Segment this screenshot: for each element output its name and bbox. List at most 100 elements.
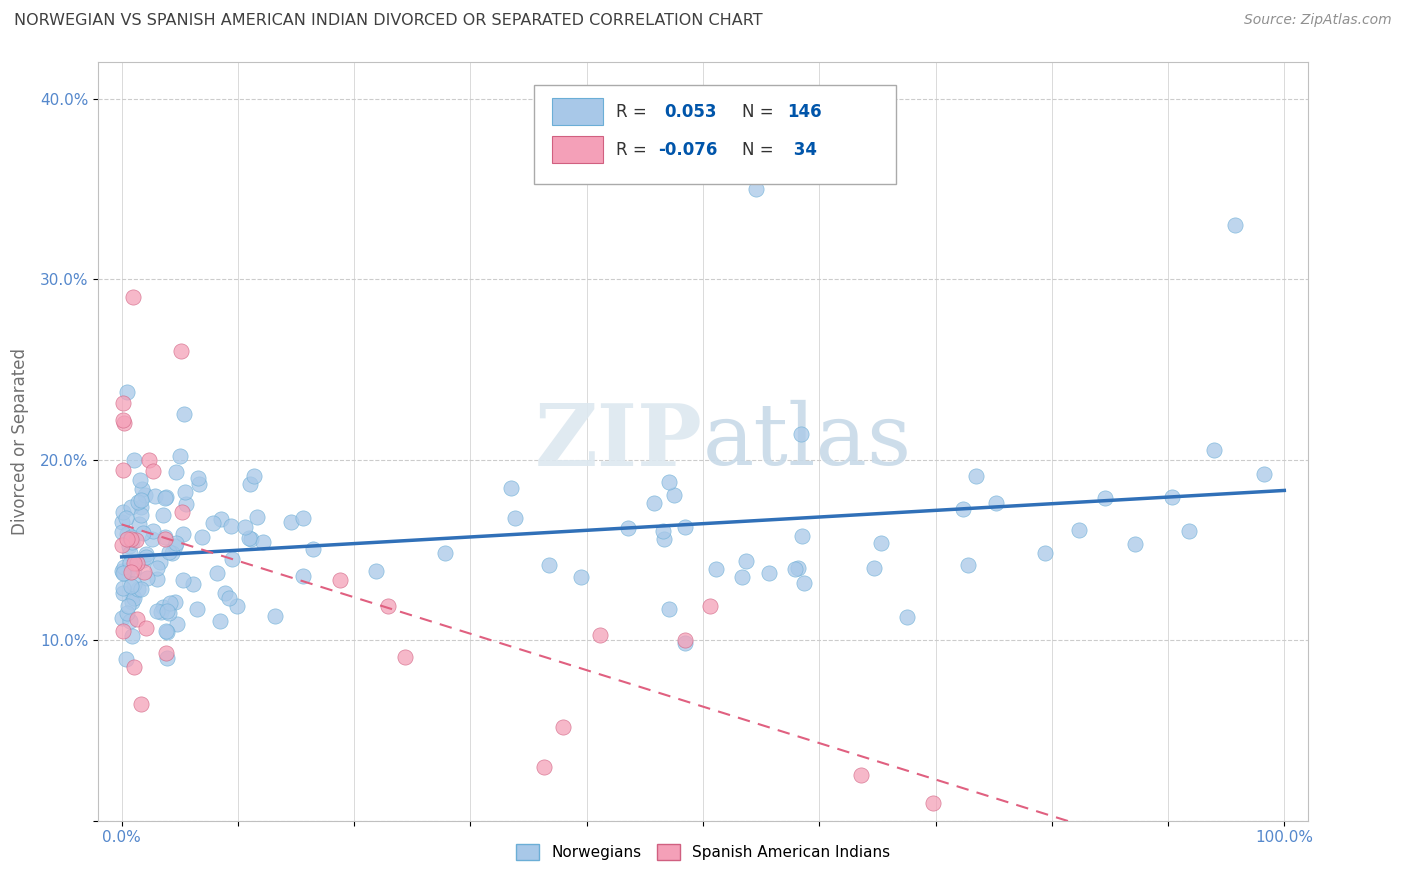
Y-axis label: Divorced or Separated: Divorced or Separated [11,348,30,535]
Point [135,571,157,585]
Point [120,565,142,579]
Point [153,530,176,544]
Point [131,698,153,712]
Point [152,600,174,615]
Point [734,554,756,568]
Point [745,182,768,196]
Text: 146: 146 [787,103,823,120]
Point [173,484,195,499]
Text: R =: R = [616,103,652,120]
Point [786,561,808,575]
Point [111,624,134,638]
Point [135,547,157,561]
Point [146,604,169,618]
Point [157,545,180,559]
Point [896,610,918,624]
Point [364,564,387,578]
Point [165,539,187,553]
Point [673,636,696,650]
Point [188,477,211,491]
Point [117,606,139,620]
Point [125,612,148,626]
Point [226,599,249,613]
Point [117,599,139,614]
Point [209,615,232,629]
Point [214,586,236,600]
Point [112,566,135,580]
Point [129,508,152,522]
Point [243,469,266,483]
Point [922,796,945,810]
Point [135,549,157,564]
Point [122,556,145,570]
Point [658,602,681,616]
Point [1253,467,1275,482]
Point [129,500,152,514]
Point [156,650,179,665]
Point [264,608,287,623]
Text: -0.076: -0.076 [658,141,717,159]
Point [120,500,142,515]
Point [1160,490,1182,504]
Point [1067,523,1090,537]
Text: N =: N = [742,103,779,120]
Point [205,566,228,581]
Point [434,546,457,560]
Point [120,579,142,593]
Point [112,566,135,580]
Point [377,599,399,613]
Text: NORWEGIAN VS SPANISH AMERICAN INDIAN DIVORCED OR SEPARATED CORRELATION CHART: NORWEGIAN VS SPANISH AMERICAN INDIAN DIV… [14,13,762,29]
Point [170,344,193,359]
Point [153,491,176,505]
Point [699,599,721,613]
Point [112,586,135,600]
Point [135,622,157,636]
Point [111,538,134,552]
Text: 0.053: 0.053 [664,103,717,120]
Point [233,520,256,534]
Point [238,532,260,546]
Bar [551,136,603,163]
Point [174,497,197,511]
Point [122,290,145,304]
Point [965,469,987,483]
Point [280,515,302,529]
Point [159,596,181,610]
Text: Source: ZipAtlas.com: Source: ZipAtlas.com [1244,13,1392,28]
Point [172,526,194,541]
Point [186,601,208,615]
Point [112,417,135,431]
Point [122,452,145,467]
Point [165,595,187,609]
Point [673,519,696,533]
Point [122,591,145,606]
Point [166,465,188,479]
Point [704,562,727,576]
Point [111,524,134,539]
Point [120,532,142,546]
Point [122,577,145,591]
Point [127,582,149,597]
Point [117,527,139,541]
Point [181,577,204,591]
Point [1223,218,1246,232]
Point [569,570,592,584]
Point [122,589,145,603]
Point [132,526,155,541]
Point [202,516,225,530]
Point [292,569,315,583]
Point [155,646,177,660]
Point [731,570,754,584]
Point [115,510,138,524]
Point [146,561,169,575]
Point [209,511,232,525]
Point [111,515,134,529]
Point [118,614,141,628]
Point [218,591,240,605]
Point [124,533,146,547]
Point [173,407,195,421]
Point [127,495,149,509]
Point [142,524,165,538]
Point [533,759,555,773]
Point [172,573,194,587]
